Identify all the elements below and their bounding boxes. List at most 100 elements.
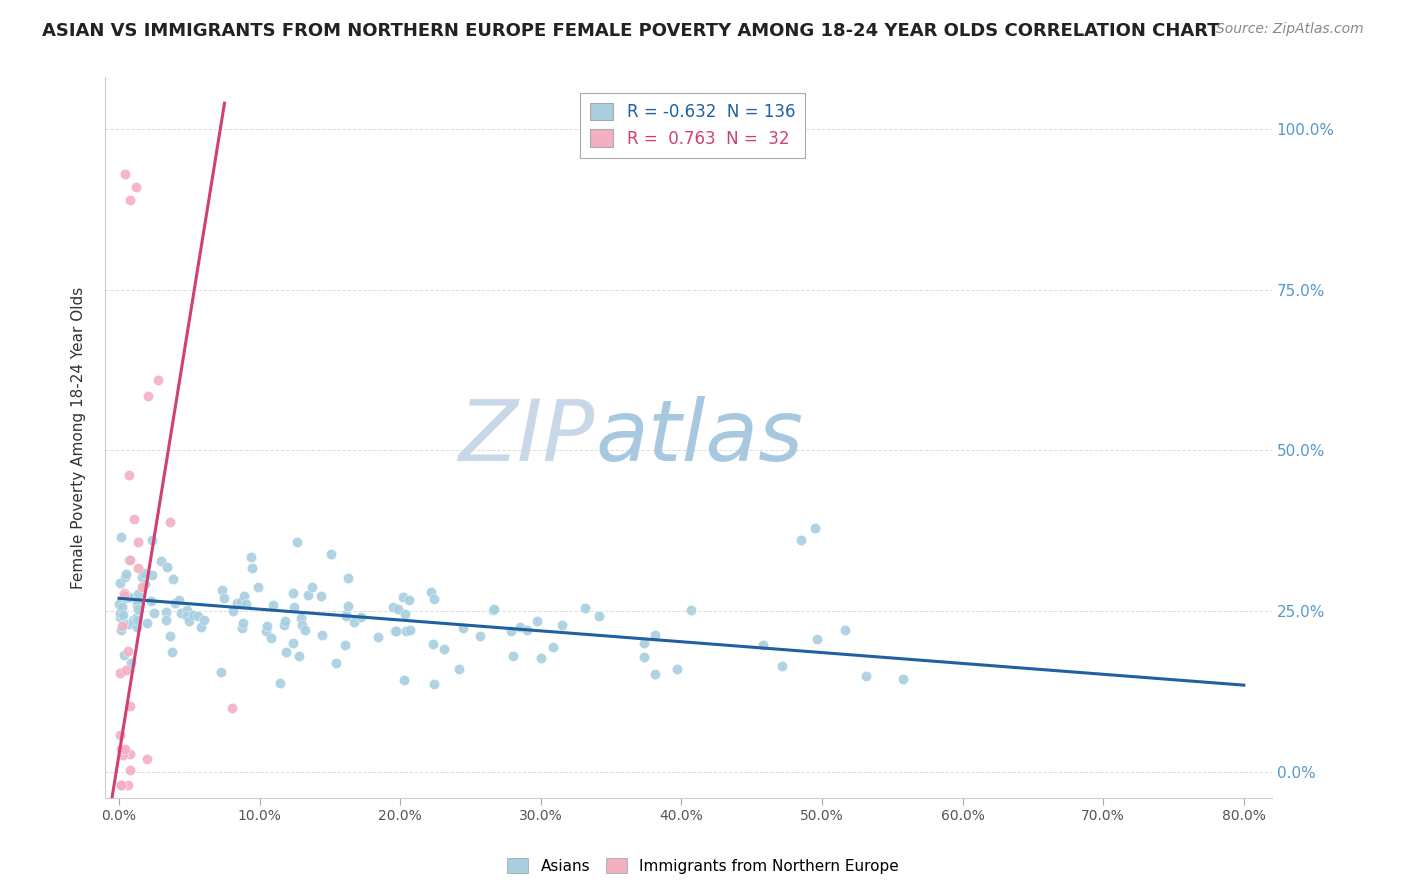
Point (155, 559, 177, 574)
Point (179, 614, 201, 628)
Point (110, 778, 132, 792)
Point (516, 624, 538, 638)
Point (470, 630, 492, 644)
Point (117, 617, 139, 632)
Point (115, 617, 138, 632)
Point (115, 591, 138, 606)
Legend: Asians, Immigrants from Northern Europe: Asians, Immigrants from Northern Europe (501, 852, 905, 880)
Point (752, 638, 775, 652)
Point (134, 577, 156, 591)
Point (120, 193, 142, 207)
Point (256, 619, 278, 633)
Point (309, 590, 332, 604)
Point (125, 179, 148, 194)
Point (190, 620, 212, 634)
Point (509, 619, 531, 633)
Point (148, 373, 170, 387)
Point (108, 576, 131, 591)
Legend: R = -0.632  N = 136, R =  0.763  N =  32: R = -0.632 N = 136, R = 0.763 N = 32 (581, 93, 806, 158)
Point (891, 672, 914, 686)
Point (212, 591, 235, 605)
Point (384, 624, 406, 638)
Point (288, 648, 311, 663)
Point (125, 594, 148, 608)
Point (136, 389, 159, 403)
Point (127, 561, 149, 575)
Point (114, 663, 136, 677)
Point (423, 676, 446, 690)
Point (229, 595, 252, 609)
Point (834, 623, 856, 637)
Point (122, 512, 145, 526)
Point (110, 666, 132, 681)
Point (111, 607, 134, 622)
Point (501, 624, 523, 638)
Point (125, 598, 148, 612)
Point (336, 571, 359, 585)
Point (111, 619, 134, 633)
Point (543, 640, 565, 654)
Point (772, 659, 794, 673)
Point (482, 603, 505, 617)
Point (350, 610, 373, 624)
Point (162, 572, 184, 586)
Point (155, 606, 177, 620)
Point (273, 617, 295, 632)
Point (170, 606, 193, 620)
Point (392, 590, 415, 604)
Point (342, 615, 364, 630)
Point (110, 742, 132, 756)
Point (114, 167, 136, 181)
Point (367, 630, 389, 644)
Text: Source: ZipAtlas.com: Source: ZipAtlas.com (1216, 22, 1364, 37)
Point (225, 596, 247, 610)
Point (422, 636, 444, 650)
Point (633, 650, 655, 665)
Point (136, 616, 159, 631)
Text: ZIP: ZIP (458, 396, 595, 479)
Point (325, 656, 347, 670)
Point (644, 667, 666, 681)
Point (159, 515, 181, 529)
Text: ASIAN VS IMMIGRANTS FROM NORTHERN EUROPE FEMALE POVERTY AMONG 18-24 YEAR OLDS CO: ASIAN VS IMMIGRANTS FROM NORTHERN EUROPE… (42, 22, 1220, 40)
Point (551, 617, 574, 632)
Point (121, 613, 143, 627)
Point (394, 607, 416, 622)
Point (136, 752, 159, 766)
Point (387, 602, 409, 616)
Point (127, 602, 149, 616)
Point (139, 594, 162, 608)
Point (335, 638, 357, 652)
Point (232, 615, 254, 630)
Point (209, 665, 232, 679)
Point (112, 588, 135, 602)
Point (260, 631, 283, 645)
Point (176, 603, 198, 617)
Point (574, 600, 596, 615)
Point (384, 624, 406, 638)
Point (111, 747, 134, 762)
Point (108, 728, 131, 742)
Point (336, 599, 359, 613)
Point (155, 613, 177, 627)
Point (127, 587, 149, 601)
Point (110, 778, 132, 792)
Point (240, 550, 263, 565)
Point (526, 614, 548, 628)
Point (319, 548, 342, 562)
Point (163, 595, 186, 609)
Point (110, 606, 132, 620)
Point (141, 568, 163, 582)
Point (311, 628, 333, 642)
Point (131, 580, 153, 594)
Point (232, 589, 254, 603)
Point (167, 593, 190, 607)
Point (111, 599, 134, 614)
Point (110, 778, 132, 792)
Point (335, 607, 357, 621)
Point (149, 554, 172, 568)
Point (806, 632, 828, 646)
Point (117, 778, 139, 792)
Point (222, 604, 245, 618)
Point (283, 599, 305, 614)
